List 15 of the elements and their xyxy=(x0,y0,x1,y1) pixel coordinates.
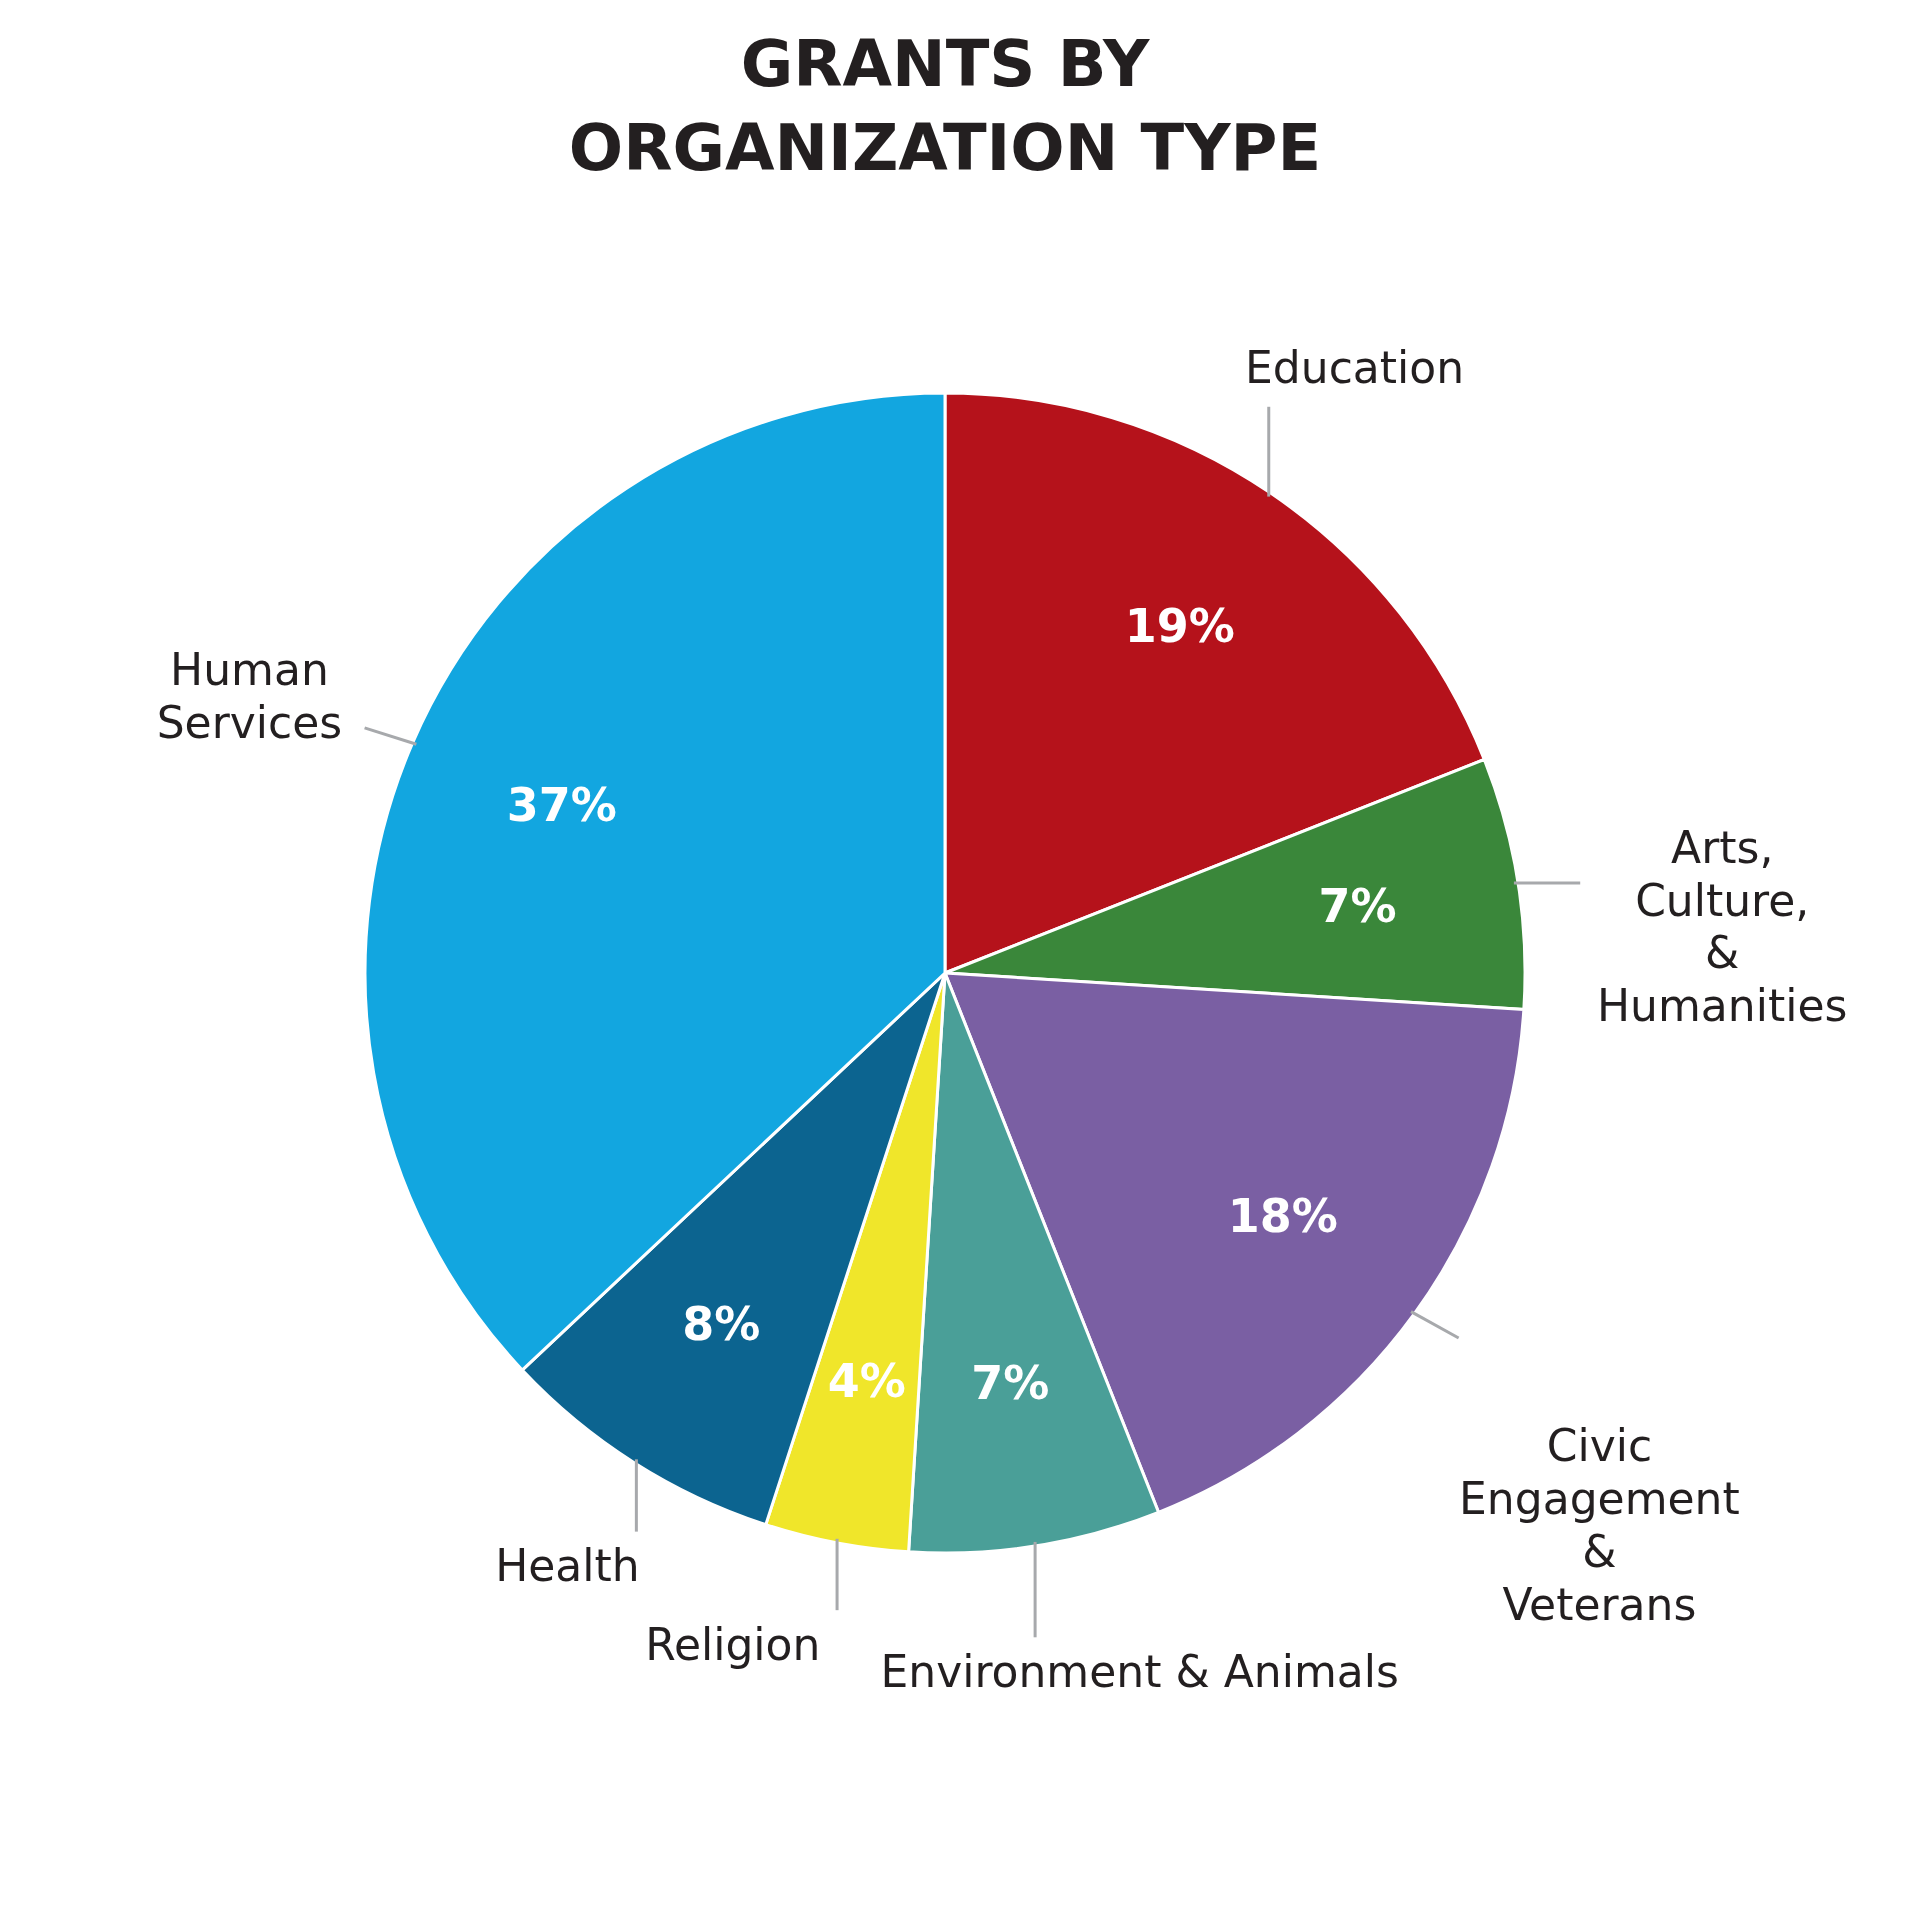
slice-label: Education xyxy=(1245,342,1465,394)
data-label: 4% xyxy=(827,1354,906,1409)
data-label: 18% xyxy=(1227,1189,1338,1244)
data-label: 8% xyxy=(682,1296,761,1351)
slice-label: Civic Engagement & Veterans xyxy=(1459,1420,1740,1630)
slice-label: Health xyxy=(495,1540,640,1592)
data-label: 7% xyxy=(971,1356,1050,1411)
chart-title: GRANTS BY ORGANIZATION TYPE xyxy=(568,27,1322,185)
data-label: 37% xyxy=(506,778,617,833)
slice-label: Arts, Culture, & Humanities xyxy=(1597,821,1848,1032)
data-label: 19% xyxy=(1124,598,1235,653)
slice-label: Environment & Animals xyxy=(880,1645,1399,1697)
slice-label: Religion xyxy=(645,1618,821,1670)
slice-label: Human Services xyxy=(156,644,343,748)
data-label: 7% xyxy=(1318,878,1397,933)
